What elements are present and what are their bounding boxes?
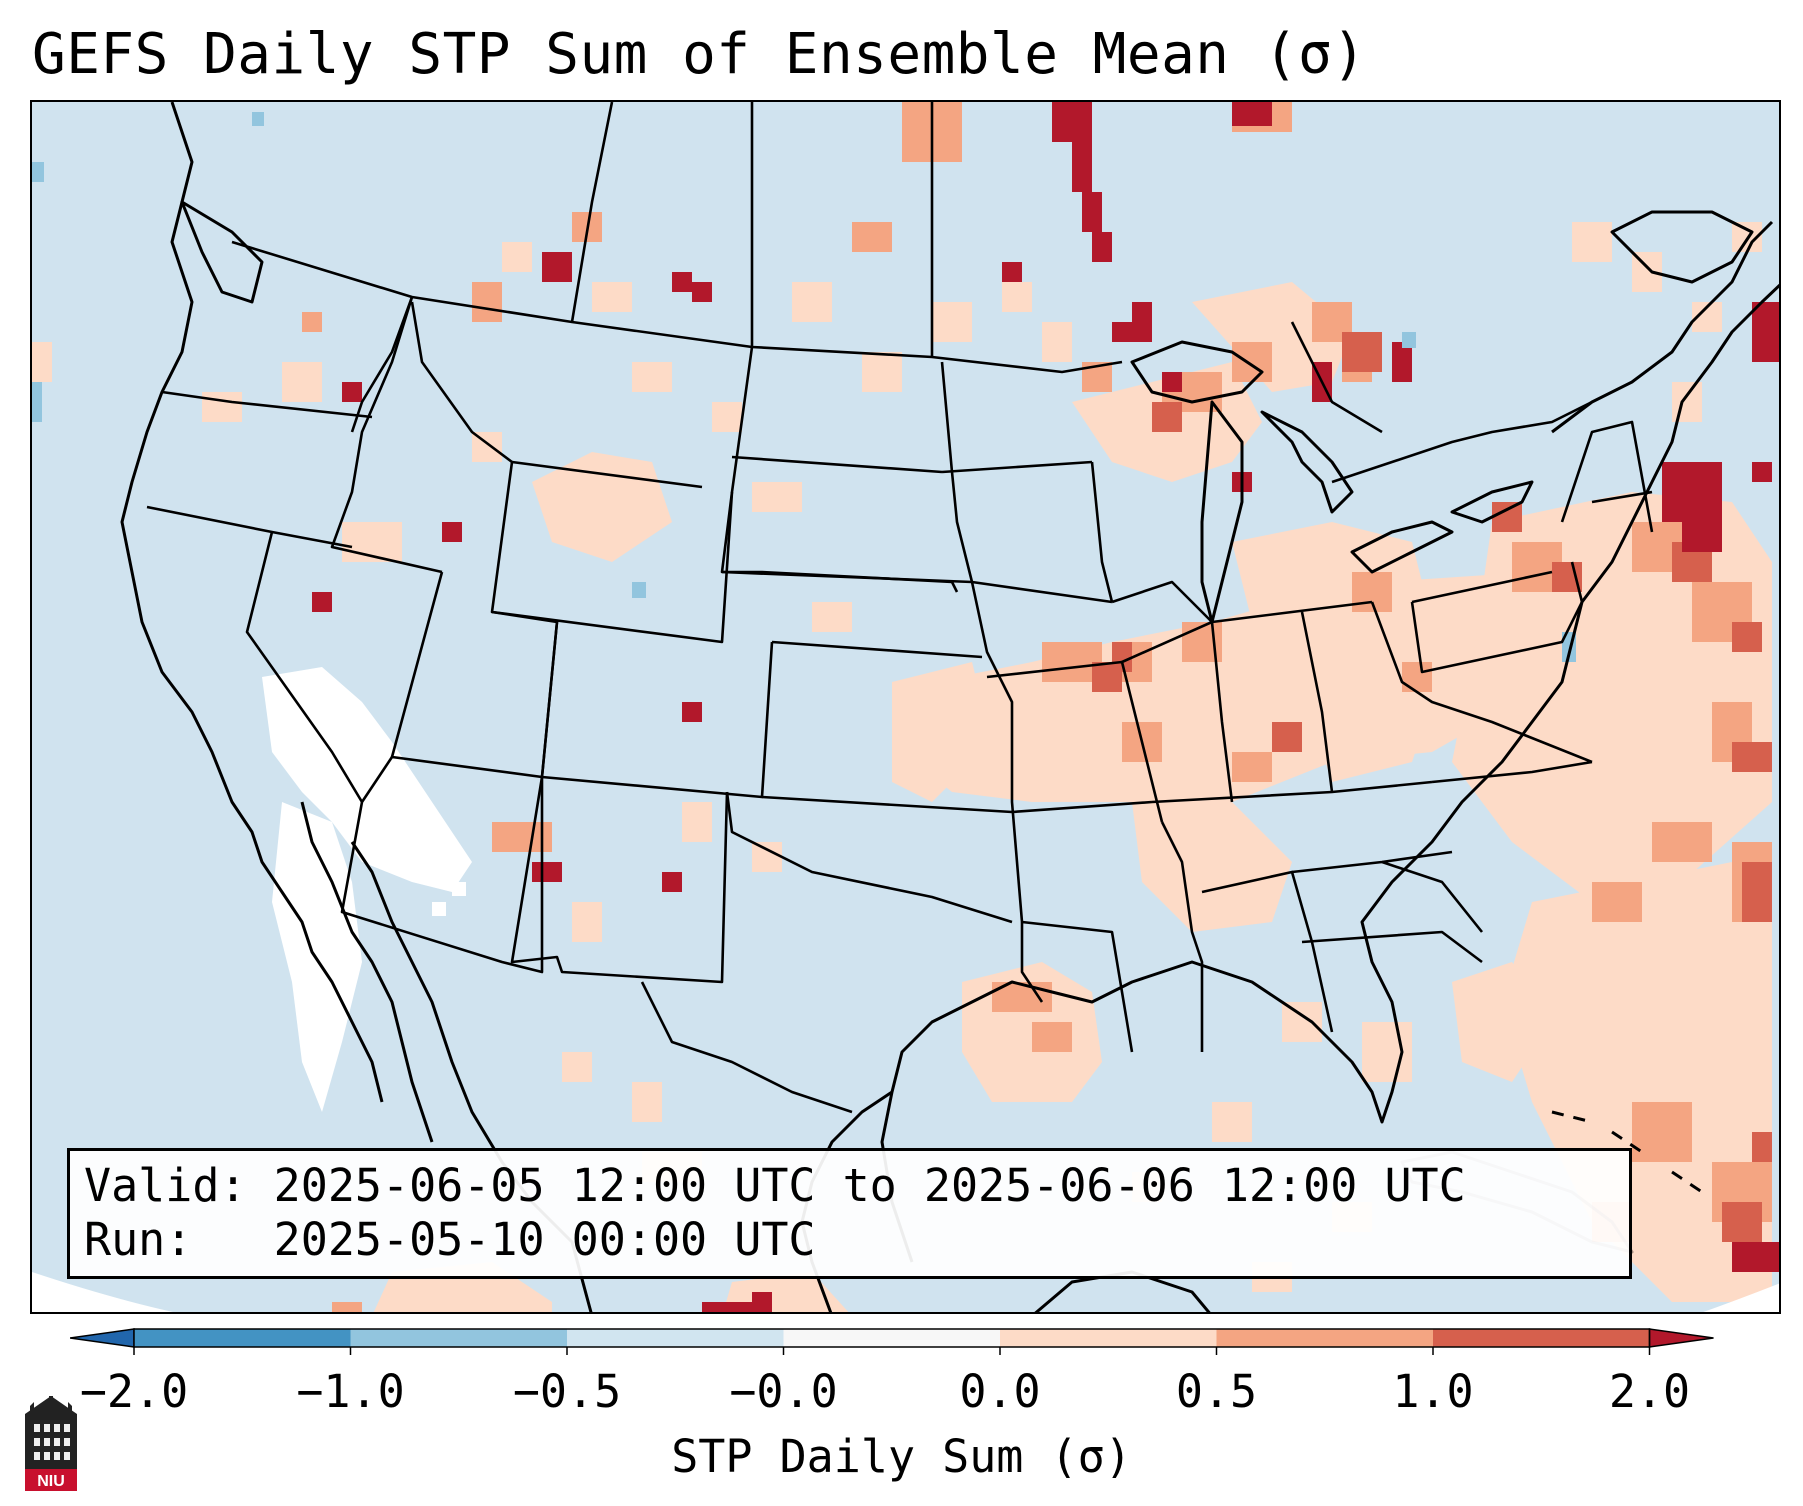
university-building-icon: NIU [25, 1396, 77, 1491]
logo-text: NIU [37, 1473, 65, 1490]
colorbar-frame [133, 1328, 1651, 1348]
colorbar-tick-label: 0.0 [959, 1365, 1041, 1418]
neutral-field [262, 667, 472, 1112]
stp-map [32, 102, 1779, 1312]
anomaly-cells-strong [1092, 332, 1772, 1242]
valid-value: 2025-06-05 12:00 UTC to 2025-06-06 12:00… [273, 1159, 1466, 1212]
colorbar-tick-label: −0.5 [512, 1365, 622, 1418]
colorbar-label: STP Daily Sum (σ) [671, 1430, 1132, 1483]
coastlines [120, 102, 1779, 1312]
colorbar-tick-label: 2.0 [1608, 1365, 1691, 1418]
anomaly-cells-negative [32, 112, 1576, 662]
logo-banner [25, 1469, 77, 1491]
valid-label: Valid: [84, 1159, 247, 1212]
colorbar-segment [134, 1329, 351, 1347]
projection-edge [32, 1272, 1779, 1312]
colorbar-tick-label: −1.0 [296, 1365, 405, 1418]
colorbar-tick-label: 0.5 [1175, 1365, 1258, 1418]
colorbar-extend-low [70, 1328, 135, 1348]
colorbar-tick-label: −2.0 [79, 1365, 189, 1418]
colorbar-tick-label: −0.0 [729, 1365, 838, 1418]
colorbar-segment [1000, 1329, 1217, 1347]
colorbar-segment [783, 1329, 1000, 1347]
anomaly-field-light [373, 282, 1772, 1312]
colorbar-segment [1433, 1329, 1650, 1347]
info-box: Valid: 2025-06-05 12:00 UTC to 2025-06-0… [67, 1148, 1632, 1279]
colorbar-segment [1216, 1329, 1433, 1347]
chart-title: GEFS Daily STP Sum of Ensemble Mean (σ) [32, 22, 1367, 87]
colorbar-segment [567, 1329, 784, 1347]
map-panel[interactable] [30, 100, 1781, 1314]
colorbar-tick-label: 1.0 [1392, 1365, 1474, 1418]
colorbar-segment [350, 1329, 567, 1347]
colorbar-extend-high [1648, 1328, 1714, 1348]
state-borders [146, 102, 1654, 1114]
colorbar [70, 1328, 1714, 1355]
run-label: Run: [84, 1213, 193, 1266]
run-value: 2025-05-10 00:00 UTC [273, 1213, 816, 1266]
anomaly-cells-light [32, 222, 1762, 1292]
